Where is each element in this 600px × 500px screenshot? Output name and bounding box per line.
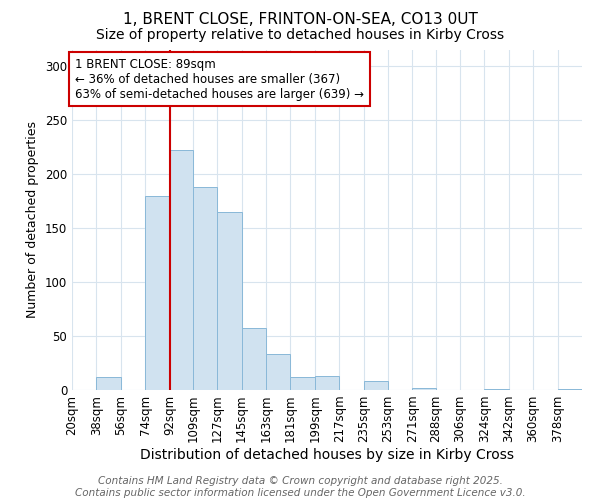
Text: Size of property relative to detached houses in Kirby Cross: Size of property relative to detached ho… [96,28,504,42]
Bar [557,389,582,390]
Bar [364,382,388,390]
Bar [242,328,266,390]
Bar [193,187,217,390]
X-axis label: Distribution of detached houses by size in Kirby Cross: Distribution of detached houses by size … [140,448,514,462]
Text: 1 BRENT CLOSE: 89sqm
← 36% of detached houses are smaller (367)
63% of semi-deta: 1 BRENT CLOSE: 89sqm ← 36% of detached h… [75,58,364,100]
Bar [170,150,193,390]
Bar [290,377,315,390]
Bar [315,376,339,390]
Bar [266,354,290,390]
Bar [97,377,121,390]
Text: 1, BRENT CLOSE, FRINTON-ON-SEA, CO13 0UT: 1, BRENT CLOSE, FRINTON-ON-SEA, CO13 0UT [122,12,478,28]
Bar [217,212,242,390]
Bar [145,196,170,390]
Bar [412,388,436,390]
Text: Contains HM Land Registry data © Crown copyright and database right 2025.
Contai: Contains HM Land Registry data © Crown c… [74,476,526,498]
Y-axis label: Number of detached properties: Number of detached properties [26,122,40,318]
Bar [484,389,509,390]
